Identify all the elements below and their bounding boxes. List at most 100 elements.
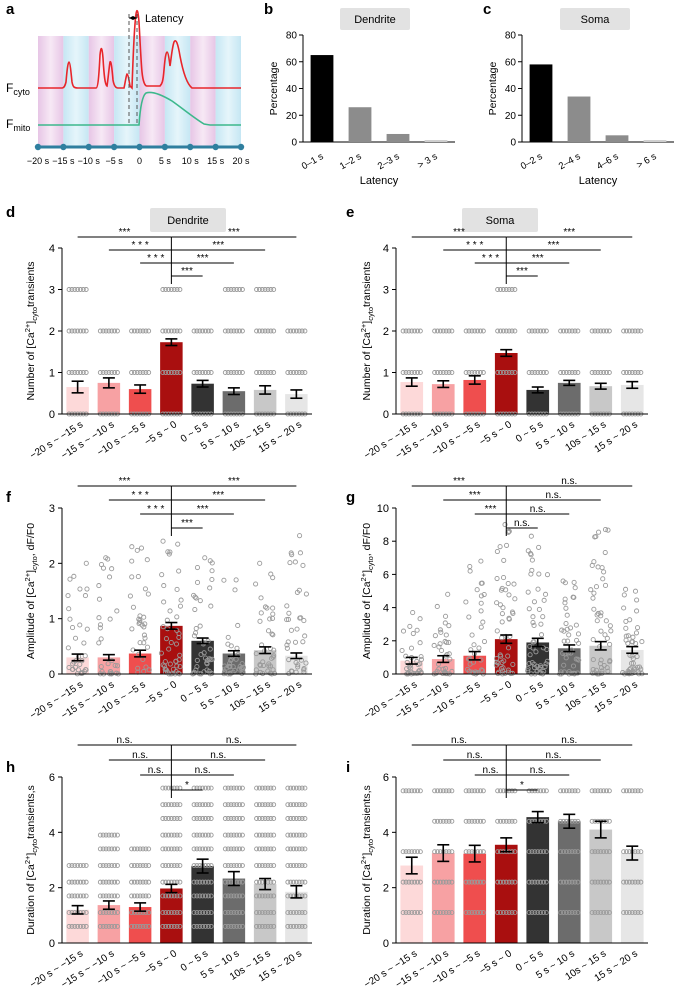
data-point bbox=[592, 910, 598, 916]
data-point bbox=[231, 910, 237, 916]
data-point bbox=[590, 670, 596, 676]
data-point bbox=[503, 879, 509, 885]
y-tick-label: 2 bbox=[383, 883, 389, 895]
data-point bbox=[174, 923, 180, 929]
data-point bbox=[168, 893, 174, 899]
data-point bbox=[293, 785, 299, 791]
data-point bbox=[529, 849, 535, 855]
data-point bbox=[512, 879, 518, 885]
data-point bbox=[82, 593, 88, 599]
data-point bbox=[265, 863, 271, 868]
data-point bbox=[403, 328, 409, 334]
data-point bbox=[222, 663, 228, 669]
data-point bbox=[143, 893, 149, 899]
data-point bbox=[208, 832, 214, 838]
time-tick-dot bbox=[161, 143, 169, 151]
data-point bbox=[512, 596, 518, 602]
data-point bbox=[463, 328, 469, 334]
data-point bbox=[626, 328, 632, 334]
data-point bbox=[526, 788, 532, 794]
data-point bbox=[268, 863, 274, 868]
data-point bbox=[543, 818, 549, 824]
data-point bbox=[194, 664, 200, 670]
data-point bbox=[205, 785, 211, 791]
data-point bbox=[194, 370, 200, 375]
data-point bbox=[417, 879, 423, 885]
data-point bbox=[302, 832, 308, 838]
data-point bbox=[561, 818, 566, 824]
data-point bbox=[566, 328, 572, 334]
data-point bbox=[563, 605, 569, 611]
data-point bbox=[509, 328, 515, 334]
time-tick-label: 15 s bbox=[207, 156, 225, 166]
pink-band bbox=[88, 36, 115, 146]
data-point bbox=[193, 595, 199, 601]
data-point bbox=[197, 832, 203, 838]
data-point bbox=[72, 328, 78, 334]
data-point bbox=[146, 923, 152, 929]
data-point bbox=[538, 621, 544, 627]
data-point bbox=[203, 370, 208, 375]
data-point bbox=[160, 879, 166, 885]
data-point bbox=[406, 788, 412, 794]
bar bbox=[605, 135, 629, 142]
data-point bbox=[494, 600, 500, 606]
data-point bbox=[495, 287, 501, 292]
data-point bbox=[194, 328, 200, 334]
data-point bbox=[463, 818, 469, 824]
data-point bbox=[222, 923, 228, 929]
data-point bbox=[478, 910, 483, 916]
data-point bbox=[288, 910, 294, 916]
y-tick-label: 4 bbox=[49, 243, 55, 255]
data-point bbox=[601, 328, 607, 334]
data-point bbox=[543, 849, 549, 855]
data-point bbox=[72, 863, 78, 868]
data-point bbox=[109, 923, 115, 929]
data-point bbox=[535, 586, 541, 592]
data-point bbox=[598, 910, 604, 916]
data-point bbox=[598, 849, 604, 855]
data-point bbox=[638, 849, 644, 855]
data-point bbox=[131, 879, 137, 885]
data-point bbox=[566, 788, 572, 794]
data-point bbox=[480, 818, 486, 824]
data-point bbox=[509, 287, 515, 292]
data-point bbox=[200, 832, 206, 838]
data-point bbox=[97, 863, 103, 868]
bar bbox=[424, 139, 448, 142]
y-axis-label: Duration of [Ca2+]cytotransients,s bbox=[23, 785, 39, 935]
y-axis-label-part: 2+ bbox=[359, 855, 368, 864]
data-point bbox=[143, 664, 149, 670]
data-point bbox=[495, 849, 501, 855]
y-axis-label-part: Number of [Ca bbox=[361, 332, 373, 400]
data-point bbox=[538, 849, 544, 855]
time-tick-dot bbox=[187, 143, 194, 151]
bar bbox=[589, 645, 613, 674]
data-point bbox=[449, 849, 455, 855]
data-point bbox=[163, 832, 169, 838]
data-point bbox=[506, 615, 512, 621]
data-point bbox=[434, 668, 440, 674]
data-point bbox=[167, 608, 173, 614]
data-point bbox=[478, 788, 483, 794]
data-point bbox=[446, 818, 452, 824]
data-point bbox=[558, 849, 564, 855]
data-point bbox=[572, 328, 578, 334]
data-point bbox=[72, 287, 78, 292]
data-point bbox=[466, 910, 472, 916]
data-point bbox=[541, 849, 546, 855]
data-point bbox=[495, 879, 501, 885]
data-point bbox=[239, 863, 245, 868]
chart-title-box bbox=[560, 8, 630, 30]
data-point bbox=[208, 816, 214, 821]
data-point bbox=[231, 785, 237, 791]
data-point bbox=[66, 287, 72, 292]
mito-trace bbox=[38, 91, 241, 126]
data-point bbox=[222, 802, 228, 808]
data-point bbox=[80, 879, 86, 885]
data-point bbox=[531, 639, 537, 645]
data-point bbox=[67, 576, 73, 582]
significance-label: n.s. bbox=[530, 504, 546, 515]
data-point bbox=[478, 580, 484, 586]
